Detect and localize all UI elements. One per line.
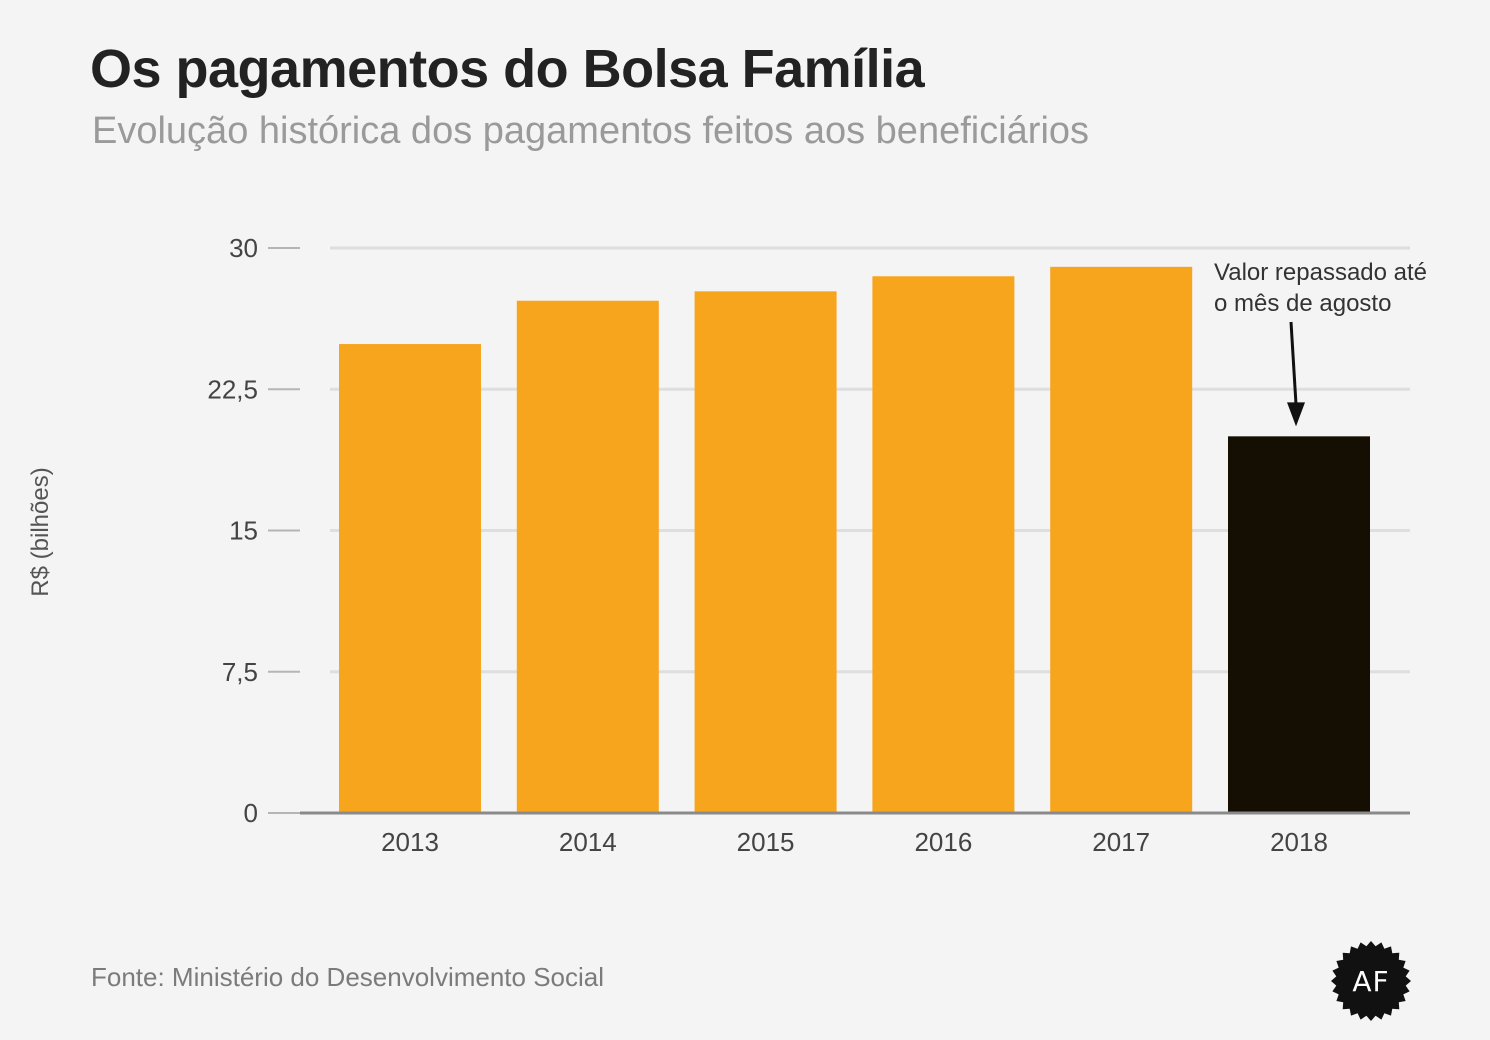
logo-badge-icon	[1331, 941, 1411, 1021]
chart-title: Os pagamentos do Bolsa Família	[90, 39, 925, 99]
bar-2018	[1228, 436, 1370, 813]
x-tick-label: 2013	[381, 827, 439, 857]
logo: AF	[1330, 940, 1412, 1022]
x-tick-label: 2014	[559, 827, 617, 857]
bar-chart: 0 7,5 15 22,5 30 2013 2014 2015 2016 2017 2018 R$ (…	[27, 233, 1427, 857]
annotation-arrow-head	[1287, 402, 1305, 427]
bar-2013	[339, 344, 481, 813]
bar-2017	[1050, 266, 1193, 813]
annotation-arrow-line	[1289, 321, 1298, 405]
y-tick-label: 0	[244, 798, 258, 828]
x-tick-label: 2015	[737, 827, 795, 857]
annotation-text: o mês de agosto	[1214, 290, 1391, 317]
bar-2015	[694, 291, 837, 814]
annotation-text: Valor repassado até	[1214, 259, 1427, 286]
y-tick-label: 30	[229, 233, 258, 263]
bar-2014	[516, 300, 659, 813]
y-axis-label: R$ (bilhões)	[27, 467, 54, 596]
logo-text: AF	[1352, 964, 1390, 998]
source-note: Fonte: Ministério do Desenvolvimento Soc…	[91, 962, 605, 992]
x-tick-label: 2017	[1092, 827, 1150, 857]
x-tick-label: 2018	[1270, 827, 1328, 857]
bar-2016	[872, 276, 1015, 813]
x-tick-label: 2016	[914, 827, 972, 857]
y-tick-label: 22,5	[207, 374, 258, 404]
y-tick-label: 7,5	[222, 657, 258, 687]
chart-subtitle: Evolução histórica dos pagamentos feitos…	[92, 110, 1090, 152]
y-tick-label: 15	[229, 516, 258, 546]
